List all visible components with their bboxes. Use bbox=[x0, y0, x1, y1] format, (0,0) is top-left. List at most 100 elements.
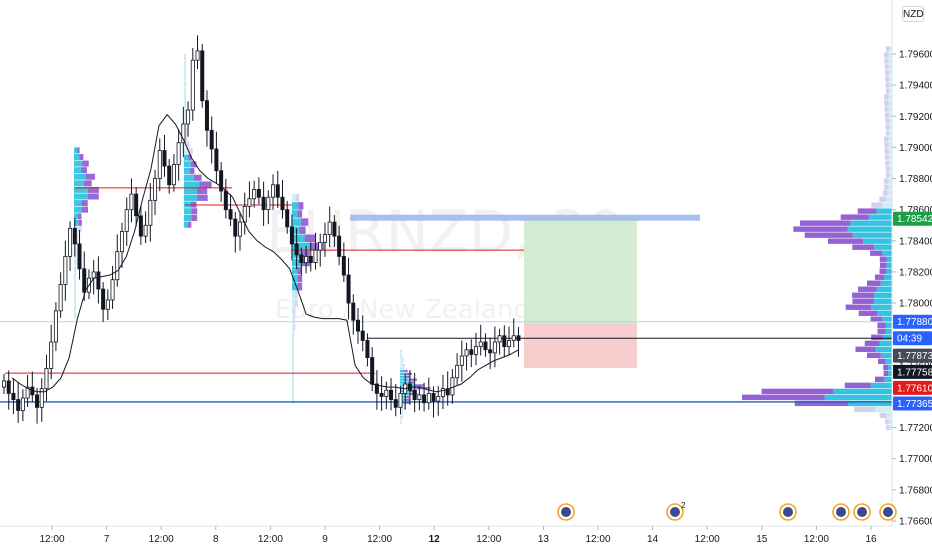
price-tag-bg bbox=[893, 331, 932, 346]
stop-zone bbox=[524, 323, 637, 369]
candle-up bbox=[436, 396, 441, 402]
vp-bar-down-volume bbox=[878, 358, 886, 365]
candle-down bbox=[261, 196, 266, 211]
time-tick-label: 12 bbox=[429, 534, 441, 545]
economic-event-icon[interactable] bbox=[557, 503, 575, 521]
candle-up bbox=[91, 271, 96, 279]
price-tick-label: 1.76800 bbox=[899, 485, 932, 496]
session-vp-bar-down bbox=[407, 381, 415, 384]
time-tick-label: 12:00 bbox=[149, 534, 174, 545]
session-vp-bar-down bbox=[75, 246, 77, 253]
vp-bar-down-volume bbox=[884, 106, 889, 112]
price-tick-label: 1.79000 bbox=[899, 143, 932, 154]
session-vp-bar-down bbox=[75, 259, 77, 266]
vp-bar-up-volume bbox=[888, 142, 892, 148]
session-vp-bar-up bbox=[74, 213, 79, 220]
session-vp-bar-up bbox=[74, 279, 76, 286]
session-vp-bar-up bbox=[184, 167, 190, 175]
long-position-tool[interactable] bbox=[350, 214, 700, 369]
candle-down bbox=[275, 184, 280, 198]
currency-badge[interactable]: NZD bbox=[902, 6, 924, 22]
candle-up bbox=[497, 335, 502, 343]
vp-bar-up-volume bbox=[882, 202, 892, 208]
vp-bar-up-volume bbox=[874, 292, 892, 298]
session-vp-bar-down bbox=[196, 188, 208, 195]
session-vp-bar-up bbox=[292, 283, 298, 291]
candle-up bbox=[129, 193, 134, 211]
price-tag-bg bbox=[893, 380, 932, 395]
vp-bar-down-volume bbox=[884, 64, 889, 70]
vp-bar-up-volume bbox=[886, 196, 892, 202]
candle-up bbox=[58, 283, 63, 312]
session-vp-bar-down bbox=[402, 364, 406, 367]
flag-icon bbox=[783, 507, 793, 517]
economic-event-icon[interactable] bbox=[879, 503, 897, 521]
session-vp-bar-down bbox=[185, 80, 186, 87]
vp-bar-up-volume bbox=[888, 94, 892, 100]
vp-bar-up-volume bbox=[886, 412, 892, 419]
candle-down bbox=[337, 235, 342, 257]
price-axis[interactable]: 1.79600 1.79400 1.79200 1.79000 1.78800 1.786… bbox=[891, 0, 932, 528]
session-vp-bar-up bbox=[292, 307, 294, 315]
session-vp-bar-down bbox=[199, 181, 212, 188]
session-vp-bar-down bbox=[413, 384, 425, 387]
vp-bar-up-volume bbox=[863, 238, 892, 244]
session-vp-bar-up bbox=[74, 285, 76, 292]
time-tick-label: 15 bbox=[756, 534, 768, 545]
session-vp-bar-up bbox=[74, 219, 79, 226]
vp-bar-down-volume bbox=[884, 136, 889, 142]
price-tick-label: 1.78000 bbox=[899, 299, 932, 310]
economic-event-icon[interactable] bbox=[779, 503, 797, 521]
session-vp-bar-up bbox=[184, 87, 186, 94]
session-vp-bar-up bbox=[184, 208, 192, 215]
economic-event-icon[interactable] bbox=[832, 503, 850, 521]
vp-bar-up-volume bbox=[868, 214, 892, 220]
vp-bar-down-volume bbox=[857, 208, 877, 214]
vp-bar-up-volume bbox=[888, 100, 892, 106]
session-vp-bar-down bbox=[186, 127, 188, 134]
session-vp-bar-down bbox=[401, 349, 402, 353]
session-vp-bar-down bbox=[300, 218, 309, 226]
candle-down bbox=[138, 215, 143, 237]
candle-up bbox=[450, 377, 455, 396]
economic-event-icon[interactable]: 2 bbox=[666, 501, 686, 521]
price-tick-label: 1.76600 bbox=[899, 517, 932, 528]
session-vp-bar-down bbox=[81, 206, 89, 213]
time-axis[interactable]: 12:00 7 12:00 8 12:00 9 12:00 12 12:00 13 12:00 14 1… bbox=[0, 525, 892, 545]
economic-event-icon[interactable] bbox=[853, 503, 871, 521]
session-vp-bar-up bbox=[74, 305, 76, 312]
vp-bar-up-volume bbox=[888, 112, 892, 118]
vp-bar-up-volume bbox=[888, 64, 892, 70]
session-vp-bar-up bbox=[74, 180, 84, 187]
candle-down bbox=[101, 288, 106, 310]
session-vp-bar-up bbox=[74, 206, 82, 213]
time-tick-label: 7 bbox=[104, 534, 110, 545]
time-tick-label: 14 bbox=[647, 534, 659, 545]
session-vp-bar-up bbox=[292, 380, 294, 388]
vp-bar-up-volume bbox=[888, 148, 892, 154]
economic-events-row[interactable]: 2 bbox=[557, 501, 897, 521]
session-vp-bar-down bbox=[401, 412, 404, 416]
session-vp-bar-down bbox=[295, 194, 300, 202]
vp-bar-down-volume bbox=[879, 412, 887, 419]
session-vp-bar-up bbox=[74, 160, 83, 167]
session-vp-bar-down bbox=[297, 274, 303, 283]
session-vp-bar-down bbox=[401, 410, 403, 413]
vp-bar-up-volume bbox=[877, 310, 892, 316]
vp-bar-down-volume bbox=[871, 334, 883, 340]
vp-bar-up-volume bbox=[889, 118, 892, 124]
session-vp-bar-down bbox=[77, 147, 80, 154]
candle-up bbox=[63, 255, 68, 285]
vp-bar-down-volume bbox=[852, 292, 875, 298]
vp-bar-up-volume bbox=[889, 82, 892, 88]
vp-bar-up-volume bbox=[885, 358, 892, 365]
session-vp-bar-down bbox=[185, 121, 187, 128]
session-vp-bar-down bbox=[293, 323, 296, 331]
session-vp-bar-down bbox=[401, 361, 404, 364]
candle-up bbox=[68, 227, 73, 257]
candle-down bbox=[214, 148, 219, 172]
session-vp-bar-up bbox=[400, 378, 410, 381]
candle-down bbox=[72, 227, 77, 245]
vp-bar-down-volume bbox=[885, 418, 889, 425]
